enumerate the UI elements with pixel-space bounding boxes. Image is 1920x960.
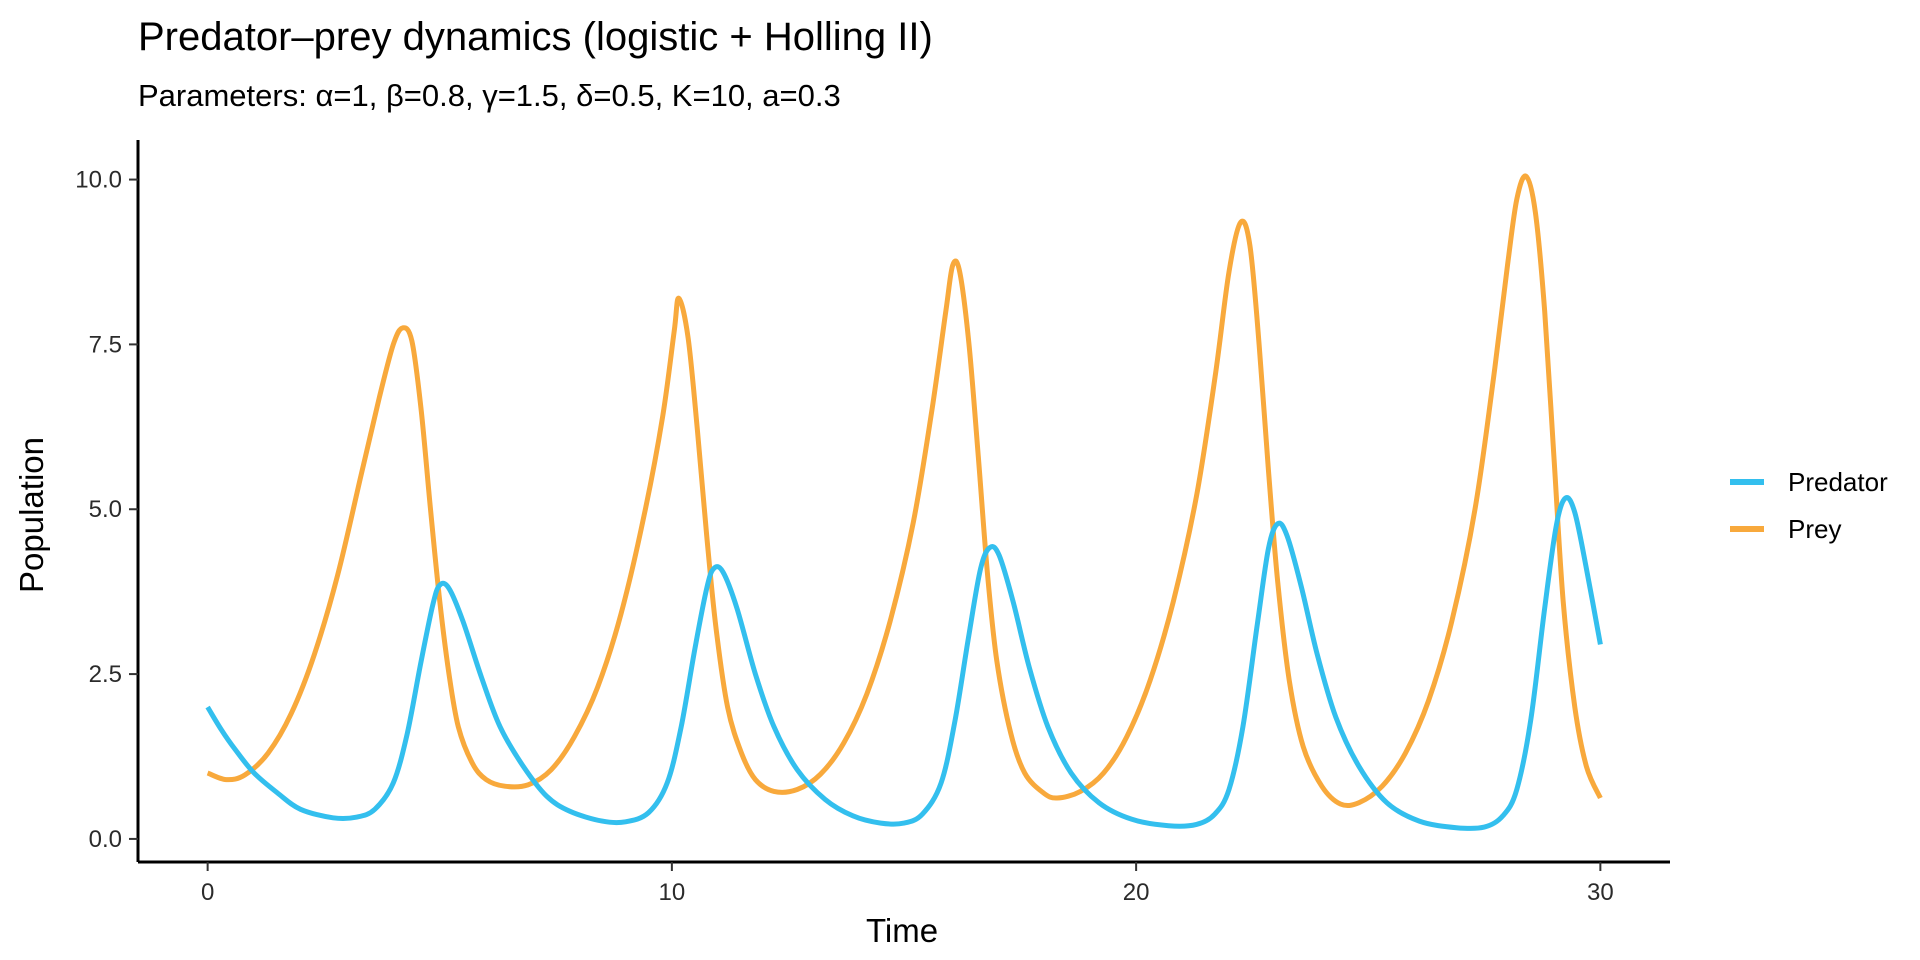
x-axis-title: Time — [866, 912, 938, 949]
legend-label-predator: Predator — [1788, 467, 1888, 497]
series-line-prey — [206, 173, 1603, 809]
y-tick-label: 0.0 — [89, 826, 122, 853]
y-tick-label: 2.5 — [89, 661, 122, 688]
chart-subtitle: Parameters: α=1, β=0.8, γ=1.5, δ=0.5, K=… — [138, 78, 841, 113]
y-ticks: 0.0 2.5 5.0 7.5 10.0 — [75, 167, 138, 853]
x-tick-label: 0 — [201, 879, 214, 906]
x-tick-label: 30 — [1587, 879, 1614, 906]
plot-area: 0.0 2.5 5.0 7.5 10.0 0 10 20 30 — [75, 140, 1670, 906]
legend: Predator Prey — [1730, 467, 1888, 544]
series-line-predator — [205, 495, 1603, 831]
y-tick-label: 5.0 — [89, 496, 122, 523]
x-ticks: 0 10 20 30 — [201, 862, 1614, 906]
x-tick-label: 10 — [659, 879, 686, 906]
chart-title: Predator–prey dynamics (logistic + Holli… — [138, 15, 933, 59]
legend-label-prey: Prey — [1788, 514, 1841, 544]
x-tick-label: 20 — [1123, 879, 1150, 906]
y-tick-label: 10.0 — [75, 167, 122, 194]
series-layer — [205, 173, 1603, 831]
y-axis-title: Population — [13, 437, 50, 593]
y-tick-label: 7.5 — [89, 331, 122, 358]
